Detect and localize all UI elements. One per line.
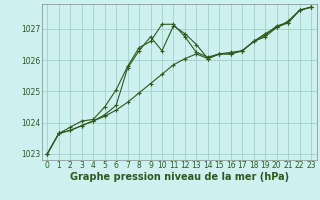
X-axis label: Graphe pression niveau de la mer (hPa): Graphe pression niveau de la mer (hPa) xyxy=(70,172,289,182)
